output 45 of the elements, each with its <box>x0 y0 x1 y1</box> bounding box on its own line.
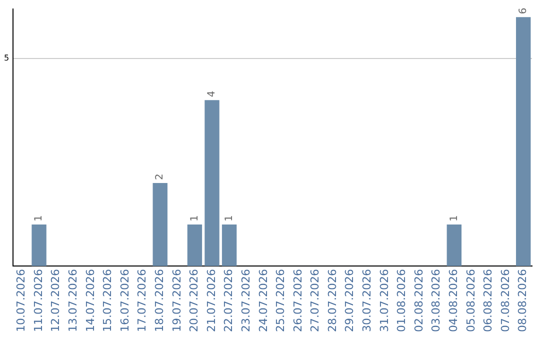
bar <box>446 224 462 266</box>
x-tick-label: 22.07.2026 <box>222 269 236 332</box>
x-tick-label: 16.07.2026 <box>118 269 132 332</box>
x-tick-label: 18.07.2026 <box>152 269 166 332</box>
x-tick-label: 19.07.2026 <box>170 269 184 332</box>
bar <box>152 183 168 266</box>
data-label: 1 <box>189 215 200 222</box>
data-label: 1 <box>448 215 460 222</box>
x-tick-label: 28.07.2026 <box>326 269 339 332</box>
data-label: 1 <box>34 215 45 222</box>
x-tick-label: 26.07.2026 <box>291 269 304 332</box>
x-tick-label: 17.07.2026 <box>136 269 149 332</box>
x-tick-label: 07.08.2026 <box>498 269 512 332</box>
x-tick-label: 14.07.2026 <box>84 269 97 332</box>
x-tick-label: 20.07.2026 <box>188 269 201 332</box>
x-tick-label: 13.07.2026 <box>66 269 80 332</box>
x-tick-label: 21.07.2026 <box>204 269 218 332</box>
bar <box>204 100 220 266</box>
x-tick-label: 31.07.2026 <box>378 269 391 332</box>
x-tick-label: 27.07.2026 <box>308 269 322 332</box>
x-tick-label: 25.07.2026 <box>274 269 288 332</box>
x-tick-label: 05.08.2026 <box>464 269 478 332</box>
bar <box>32 224 46 266</box>
x-tick-label: 15.07.2026 <box>101 269 114 332</box>
x-tick-label: 11.07.2026 <box>32 269 45 332</box>
x-tick-label: 24.07.2026 <box>256 269 270 332</box>
bar <box>222 224 237 266</box>
x-tick-label: 08.08.2026 <box>516 269 530 332</box>
data-label: 4 <box>206 90 218 98</box>
data-label: 1 <box>224 215 235 222</box>
x-tick-label: 30.07.2026 <box>360 269 374 332</box>
x-tick-label: 12.07.2026 <box>49 269 62 332</box>
x-tick-label: 29.07.2026 <box>343 269 356 332</box>
x-tick-label: 10.07.2026 <box>14 269 28 332</box>
x-tick-label: 06.08.2026 <box>482 269 495 332</box>
x-tick-label: 04.08.2026 <box>447 269 460 332</box>
x-tick-label: 03.08.2026 <box>430 269 443 332</box>
bar <box>516 17 531 266</box>
y-tick-label: 5 <box>4 54 10 63</box>
x-tick-label: 01.08.2026 <box>395 269 408 332</box>
data-label: 6 <box>518 8 529 14</box>
x-tick-label: 02.08.2026 <box>412 269 426 332</box>
bar <box>187 224 202 266</box>
data-label: 2 <box>154 174 166 180</box>
x-tick-label: 23.07.2026 <box>239 269 252 332</box>
